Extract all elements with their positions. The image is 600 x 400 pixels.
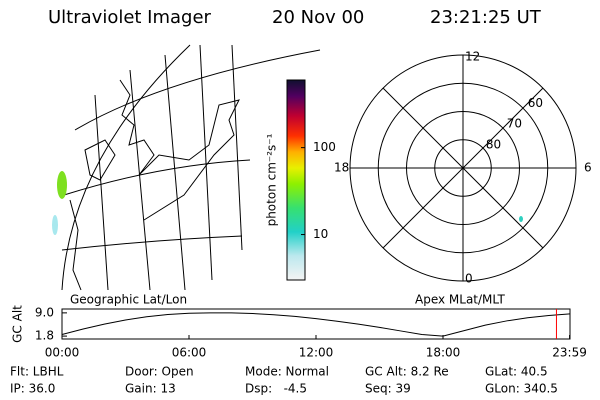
status-field: IP: 36.0 (10, 382, 55, 396)
y-tick-label: 1.8 (35, 329, 54, 343)
status-field: Mode: Normal (245, 365, 329, 379)
colorbar-tick-label: 100 (313, 140, 336, 154)
mlt-label: 18 (334, 161, 349, 175)
colorbar-label: photon cm⁻²s⁻¹ (265, 133, 279, 226)
latitude-label: 60 (528, 96, 543, 110)
parallel (61, 235, 243, 251)
colorbar (286, 79, 306, 281)
aurora (52, 215, 58, 235)
altitude-chart: 9.0 1.8 00:00 06:00 12:00 18:00 23:59 (35, 305, 587, 359)
latitude-circle (377, 82, 549, 254)
status-field: Door: Open (125, 365, 194, 379)
meridian (94, 94, 109, 291)
polar-axis (382, 87, 544, 249)
status-field: GLat: 40.5 (485, 365, 548, 379)
x-tick-label: 12:00 (299, 346, 334, 360)
mlt-label: 12 (465, 50, 480, 64)
latitude-label: 70 (507, 117, 522, 131)
polar-label: Apex MLat/MLT (415, 293, 505, 307)
aurora (519, 216, 523, 222)
plot-frame (61, 308, 571, 340)
x-tick-label: 23:59 (552, 346, 587, 360)
latitude-circle (434, 139, 492, 197)
x-tick-label: 00:00 (45, 346, 80, 360)
y-axis-label: GC Alt (11, 305, 25, 343)
parallel (74, 49, 321, 131)
status-field: GC Alt: 8.2 Re (365, 365, 449, 379)
status-field: Flt: LBHL (10, 365, 64, 379)
x-tick-label: 18:00 (426, 346, 461, 360)
aurora (57, 171, 67, 199)
title: Ultraviolet Imager (48, 7, 212, 28)
meridian (199, 44, 213, 281)
colorbar-tick-label: 10 (313, 227, 328, 241)
mlt-label: 0 (465, 272, 473, 286)
parallel (63, 159, 251, 196)
map (52, 44, 321, 291)
meridian (129, 69, 151, 291)
time: 23:21:25 UT (430, 7, 542, 28)
status-field: Seq: 39 (365, 382, 411, 396)
status-field: GLon: 340.5 (485, 382, 558, 396)
date: 20 Nov 00 (272, 7, 364, 28)
limb (61, 44, 191, 291)
altitude-line (61, 312, 571, 337)
meridian (231, 44, 243, 251)
latitude-label: 80 (486, 138, 501, 152)
coastline (69, 79, 240, 291)
map-label: Geographic Lat/Lon (70, 293, 187, 307)
y-tick-label: 9.0 (35, 305, 54, 319)
x-tick-label: 06:00 (172, 346, 207, 360)
status-field: Gain: 13 (125, 382, 176, 396)
meridian (164, 54, 186, 291)
mlt-label: 6 (584, 161, 592, 175)
latitude-circle (406, 111, 520, 225)
status-field: Dsp: -4.5 (245, 382, 307, 396)
